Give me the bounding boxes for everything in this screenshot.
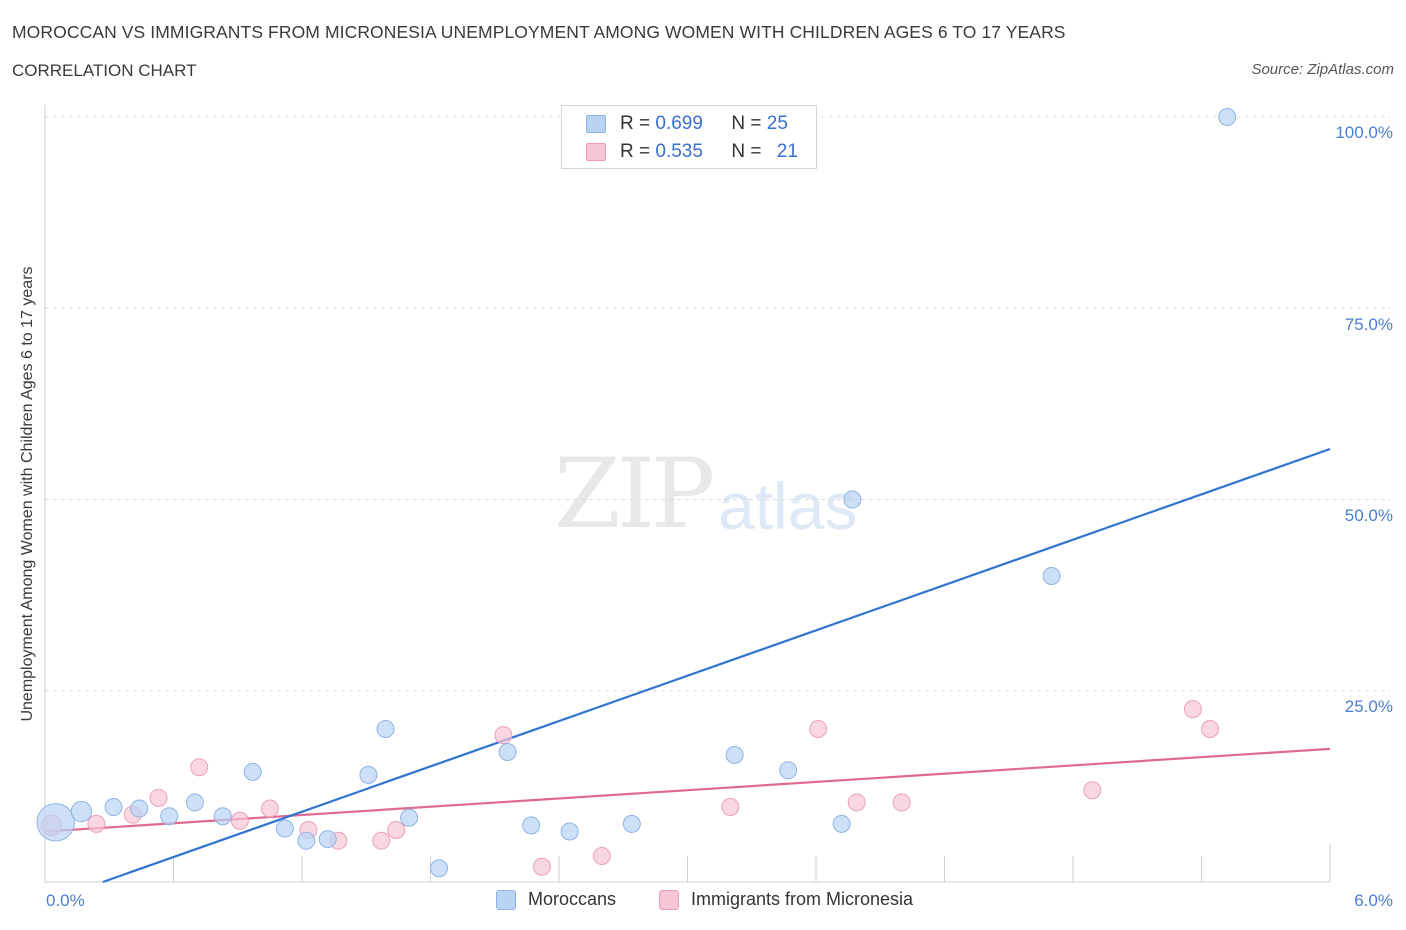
legend-n-label: N =: [731, 141, 767, 162]
correlation-legend: R = 0.699 N = 25 R = 0.535 N = 21: [561, 105, 817, 169]
point-micronesia: [892, 793, 911, 812]
trend-line-moroccans: [102, 447, 1331, 884]
point-micronesia: [494, 726, 513, 745]
legend-n-value: 25: [766, 113, 788, 134]
point-moroccans: [1042, 567, 1061, 585]
legend-r-label: R =: [620, 141, 656, 162]
point-moroccans: [843, 490, 862, 509]
point-moroccans: [522, 816, 541, 835]
point-moroccans: [36, 803, 75, 842]
point-micronesia: [230, 811, 249, 830]
point-micronesia: [847, 793, 866, 812]
legend-n-value: 21: [776, 141, 798, 162]
point-moroccans: [622, 814, 641, 833]
point-moroccans: [243, 762, 262, 781]
source-label: Source: ZipAtlas.com: [1251, 61, 1394, 78]
x-tick-label-max: 6.0%: [1354, 891, 1393, 910]
point-moroccans: [213, 807, 232, 826]
y-tick-label-100: 100.0%: [1335, 123, 1393, 142]
point-micronesia: [260, 799, 279, 818]
legend-r-label: R =: [620, 113, 656, 134]
legend-swatch-pink: [586, 143, 606, 161]
chart-subtitle: CORRELATION CHART: [12, 61, 197, 80]
point-moroccans: [275, 819, 294, 838]
point-moroccans: [130, 799, 149, 818]
legend-r-value: 0.699: [655, 113, 703, 134]
watermark-zip: ZIP: [554, 438, 715, 550]
point-micronesia: [721, 798, 740, 817]
point-micronesia: [809, 720, 828, 738]
trend-line-micronesia: [44, 747, 1331, 833]
point-moroccans: [160, 807, 179, 826]
bottom-legend-swatch-blue: [496, 889, 516, 910]
axes: [44, 105, 1331, 883]
point-moroccans: [1218, 108, 1237, 126]
bottom-legend-swatch-pink: [659, 889, 679, 910]
point-micronesia: [387, 820, 406, 839]
point-micronesia: [592, 846, 611, 865]
point-micronesia: [149, 788, 168, 807]
point-moroccans: [832, 814, 851, 833]
point-moroccans: [104, 798, 123, 817]
point-moroccans: [359, 765, 378, 784]
point-moroccans: [70, 800, 93, 823]
y-axis-label: Unemployment Among Women with Children A…: [19, 266, 36, 722]
bottom-legend-label: Immigrants from Micronesia: [691, 889, 914, 909]
bottom-legend-moroccans: Moroccans: [496, 889, 616, 910]
point-moroccans: [400, 808, 419, 827]
legend-r-value: 0.535: [655, 141, 703, 162]
point-micronesia: [1201, 720, 1220, 738]
grid-lines: [45, 116, 1390, 692]
bottom-legend-label: Moroccans: [528, 889, 617, 909]
point-moroccans: [318, 830, 337, 849]
point-moroccans: [185, 793, 204, 812]
y-tick-label-25: 25.0%: [1344, 697, 1393, 716]
legend-row-moroccans: R = 0.699 N = 25: [586, 112, 788, 136]
point-micronesia: [190, 758, 209, 777]
point-moroccans: [560, 822, 579, 841]
point-micronesia: [87, 814, 106, 833]
point-moroccans: [498, 742, 517, 761]
chart-title: MOROCCAN VS IMMIGRANTS FROM MICRONESIA U…: [12, 22, 1066, 42]
point-moroccans: [430, 859, 449, 878]
point-micronesia: [1083, 781, 1102, 800]
bottom-legend-micronesia: Immigrants from Micronesia: [659, 889, 913, 910]
point-moroccans: [725, 746, 744, 765]
legend-n-label: N =: [731, 113, 767, 134]
point-moroccans: [779, 761, 798, 780]
x-tick-label-min: 0.0%: [46, 891, 85, 910]
legend-swatch-blue: [586, 115, 606, 133]
point-micronesia: [532, 857, 551, 876]
trend-lines: [44, 447, 1331, 884]
y-tick-label-75: 75.0%: [1344, 315, 1393, 334]
data-points: [36, 108, 1237, 878]
point-micronesia: [1183, 700, 1202, 719]
point-moroccans: [297, 831, 316, 850]
watermark-atlas: atlas: [718, 469, 858, 543]
point-moroccans: [376, 720, 395, 738]
y-tick-label-50: 50.0%: [1344, 506, 1393, 525]
point-micronesia: [372, 831, 391, 850]
legend-row-micronesia: R = 0.535 N = 21: [586, 140, 798, 164]
